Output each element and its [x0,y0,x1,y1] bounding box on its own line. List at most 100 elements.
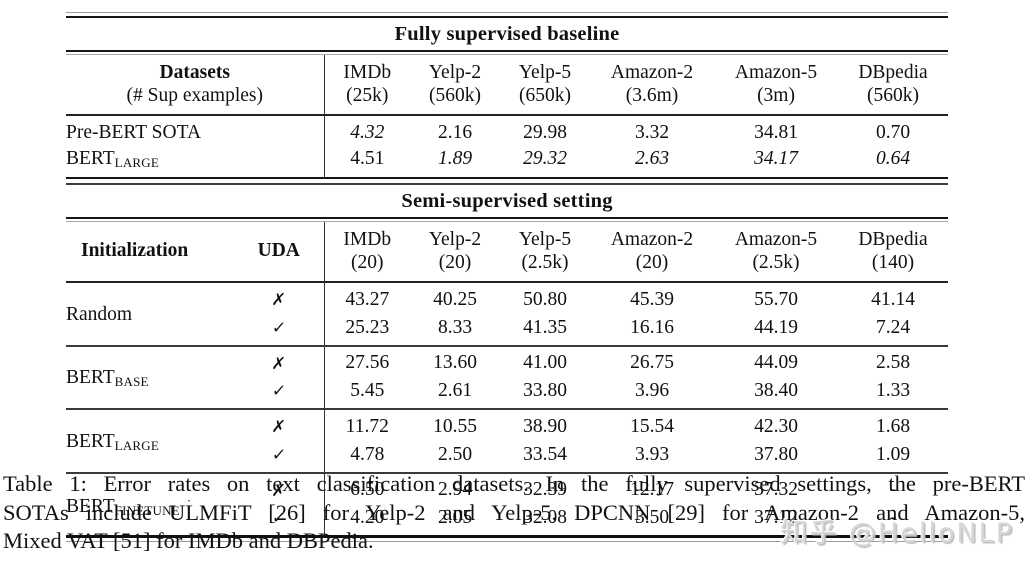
row-label-cell: BERTFINETUNE · [66,471,234,535]
cell: 29.32 [523,147,567,169]
row-group: BERTBASE ✗ 27.56 13.60 41.00 26.75 44.09 2.58 ✓ 5… [66,344,948,409]
dataset-name: Yelp-2 [428,62,482,83]
column-header: IMDb (25k) [323,55,411,116]
row-label: Pre-BERT SOTA [66,122,202,143]
cell: 40.25 [433,288,477,310]
dataset-name: DBpedia [858,229,928,250]
table-row: ✓ 4.78 2.50 33.54 3.93 37.80 1.09 [66,440,948,473]
rule-under-semi-title [66,217,948,222]
cell: 37.32 [714,471,838,504]
dataset-size: (3m) [757,85,795,106]
caption-line: Table 1: Error rates on text classificat… [3,471,1025,496]
cell: 26.75 [590,344,714,377]
cell: 7.24 [875,316,911,338]
section-title-fully-supervised: Fully supervised baseline [394,23,620,45]
cell: 3.96 [634,380,670,401]
cell: 1.09 [875,443,911,465]
rule-under-fs-title [66,50,948,55]
column-header: DBpedia (560k) [838,55,949,116]
dataset-name: Yelp-2 [428,229,482,250]
dataset-size: (2.5k) [752,252,800,273]
column-header: Amazon-5 (2.5k) [714,222,838,283]
cell: 41.14 [871,288,915,310]
cell: 8.33 [437,316,473,338]
cell: 1.68 [838,408,948,441]
fs-header-row: Datasets (# Sup examples) IMDb (25k) Yelp-… [66,55,949,116]
dataset-name: Amazon-5 [734,229,818,250]
cell: 29.98 [523,122,567,143]
dataset-name: Amazon-5 [734,62,818,83]
model-subscript: FINETUNE [114,502,180,518]
table-row: Pre-BERT SOTA 4.32 2.16 29.98 3.32 34.81 0.70 [66,115,948,147]
rule-top [66,12,948,18]
cell: 11.72 [323,408,410,441]
cell: 10.55 [410,408,500,441]
dataset-name: Amazon-2 [610,229,694,250]
initialization-header: Initialization [66,222,234,283]
cell: 42.30 [714,408,838,441]
cell: 33.80 [523,380,567,401]
column-header: DBpedia (140) [838,222,948,283]
cell: 44.09 [714,344,838,377]
model-name: BERT [66,495,115,517]
model-subscript: LARGE [114,154,160,170]
cell: 38.90 [500,408,590,441]
model-name: BERT [66,430,115,452]
dataset-size: (20) [635,252,669,273]
table-row: BERTFINETUNE· ✗ 6.50 2.94 32.39 12.17 37.32- [66,471,948,535]
section-title-semi-supervised: Semi-supervised setting [401,190,613,212]
cell: 2.61 [437,380,473,401]
dataset-size: (25k) [346,85,389,106]
cell: 41.00 [500,344,590,377]
column-header: Yelp-2 (560k) [410,55,501,116]
cell: 32.08 [523,507,567,528]
column-header: Amazon-5 (3m) [714,55,839,116]
cell: 41.35 [523,316,567,338]
cell: 2.16 [437,122,473,143]
cell: 34.17 [754,147,798,169]
datasets-header-cell: Datasets (# Sup examples) [66,55,325,116]
cell: 3.50 [634,507,670,528]
cell: 4.20 [323,504,410,535]
cell: 43.27 [323,282,410,314]
cell: 6.50 [323,471,410,504]
cell: 16.16 [630,316,674,338]
cell: 2.94 [410,471,500,504]
row-label-cell: BERTLARGE [66,408,234,473]
cell: 4.51 [323,146,411,177]
row-label: BERTFINETUNE · [66,492,192,518]
cell: 12.17 [590,471,714,504]
cell: 2.50 [437,443,473,465]
table-row: ✓ 5.45 2.61 33.80 3.96 38.40 1.33 [66,377,948,409]
dataset-size: (2.5k) [521,252,569,273]
table-row: BERTBASE ✗ 27.56 13.60 41.00 26.75 44.09 2.58 [66,344,948,409]
dataset-size: (20) [351,252,384,273]
table-caption: Table 1: Error rates on text classificat… [3,470,1025,556]
caption-line: Mixed VAT [51] for IMDb and DBPedia. [3,528,374,553]
uda-header: UDA [234,222,324,283]
footnote-mark: · [186,492,192,508]
dataset-size: (140) [871,252,915,273]
rule-bottom [66,535,948,542]
cell: 37.12 [754,507,798,528]
cell: - [838,471,948,504]
dataset-name: Yelp-5 [518,62,572,83]
fully-supervised-table: Datasets (# Sup examples) IMDb (25k) Yelp-… [66,55,949,177]
dataset-size: (650k) [519,85,572,106]
table-row: Random ✗ 43.27 40.25 50.80 45.39 55.70 41.14 [66,282,948,325]
model-subscript: LARGE [114,437,160,453]
row-label: BERTLARGE [66,431,159,452]
row-group: BERTLARGE ✗ 11.72 10.55 38.90 15.54 42.30 1.68 ✓… [66,408,948,473]
dataset-name: Amazon-2 [610,62,694,83]
table-row: ✓ 4.20 2.05 32.08 3.50 37.12- [66,504,948,535]
row-label-cell: BERTBASE [66,344,234,409]
dataset-size: (560k) [867,85,920,106]
cell: 50.80 [523,288,567,310]
caption-line: SOTAs include ULMFiT [26] for Yelp-2 and… [3,499,1025,525]
semi-supervised-table: Initialization UDA IMDb (20) Yelp-2 (20) Yel… [66,222,948,535]
cell: 33.54 [523,443,567,465]
datasets-label: Datasets [159,62,230,83]
cell: 38.40 [754,380,798,401]
row-label: BERTBASE [66,367,149,388]
